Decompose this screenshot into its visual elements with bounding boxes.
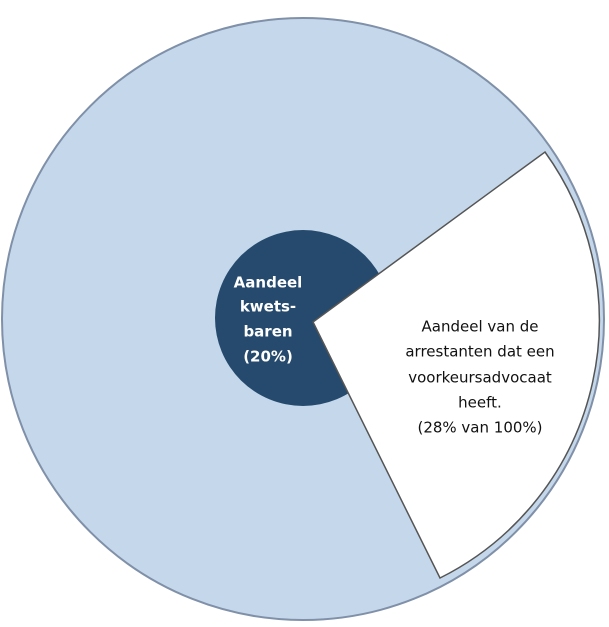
wedge-label: arrestanten dat een [405, 343, 554, 361]
wedge [312, 150, 601, 580]
inner-label: (20%) [243, 348, 293, 366]
inner-label: kwets- [240, 298, 296, 316]
inner-label: baren [243, 323, 292, 341]
wedge-label: (28% van 100%) [417, 419, 542, 437]
wedge-label: Aandeel van de [422, 318, 539, 336]
wedge-label: voorkeursadvocaat [408, 369, 552, 387]
inner-label: Aandeel [234, 274, 303, 292]
wedge-label: heeft. [458, 394, 502, 412]
